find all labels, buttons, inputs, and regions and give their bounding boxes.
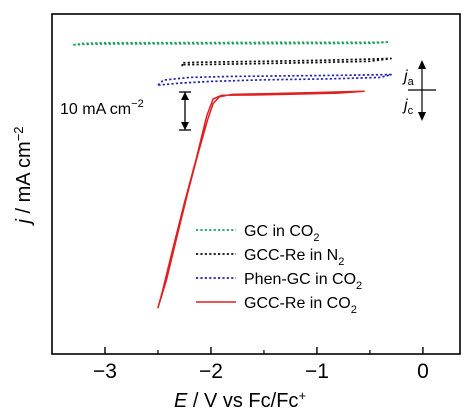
series-line — [181, 57, 392, 67]
plot-lines — [73, 41, 392, 309]
legend: GC in CO2 GCC-Re in N2 Phen-GC in CO2 GCC-R… — [196, 223, 362, 316]
legend-label: Phen-GC in CO2 — [244, 271, 362, 292]
cathodic-label: jc — [402, 97, 414, 117]
legend-label: GC in CO2 — [244, 223, 319, 244]
x-axis-title: E / V vs Fc/Fc+ — [174, 388, 306, 412]
scale-bar-annotation: 10 mA cm−2 — [60, 91, 191, 131]
arrow-up-icon — [418, 60, 426, 69]
scale-bar-label: 10 mA cm−2 — [60, 98, 144, 118]
x-tick-label: −2 — [199, 360, 223, 383]
x-axis-ticks: −3 −2 −1 0 — [93, 347, 429, 383]
series-line — [73, 41, 390, 46]
series-line — [157, 90, 365, 309]
scale-bar-arrow-down — [181, 122, 189, 130]
x-tick-label: −3 — [93, 360, 117, 383]
legend-label: GCC-Re in N2 — [244, 247, 344, 268]
series-line — [157, 73, 392, 86]
current-direction-annotation: ja jc — [402, 60, 436, 121]
x-tick-label: −1 — [305, 360, 329, 383]
arrow-down-icon — [418, 112, 426, 121]
scale-bar-arrow-up — [181, 92, 189, 100]
x-tick-label: 0 — [417, 360, 429, 383]
anodic-label: ja — [402, 68, 415, 88]
legend-label: GCC-Re in CO2 — [244, 295, 357, 316]
y-axis-title: j / mA cm−2 — [11, 126, 35, 226]
plot-frame — [51, 13, 461, 355]
